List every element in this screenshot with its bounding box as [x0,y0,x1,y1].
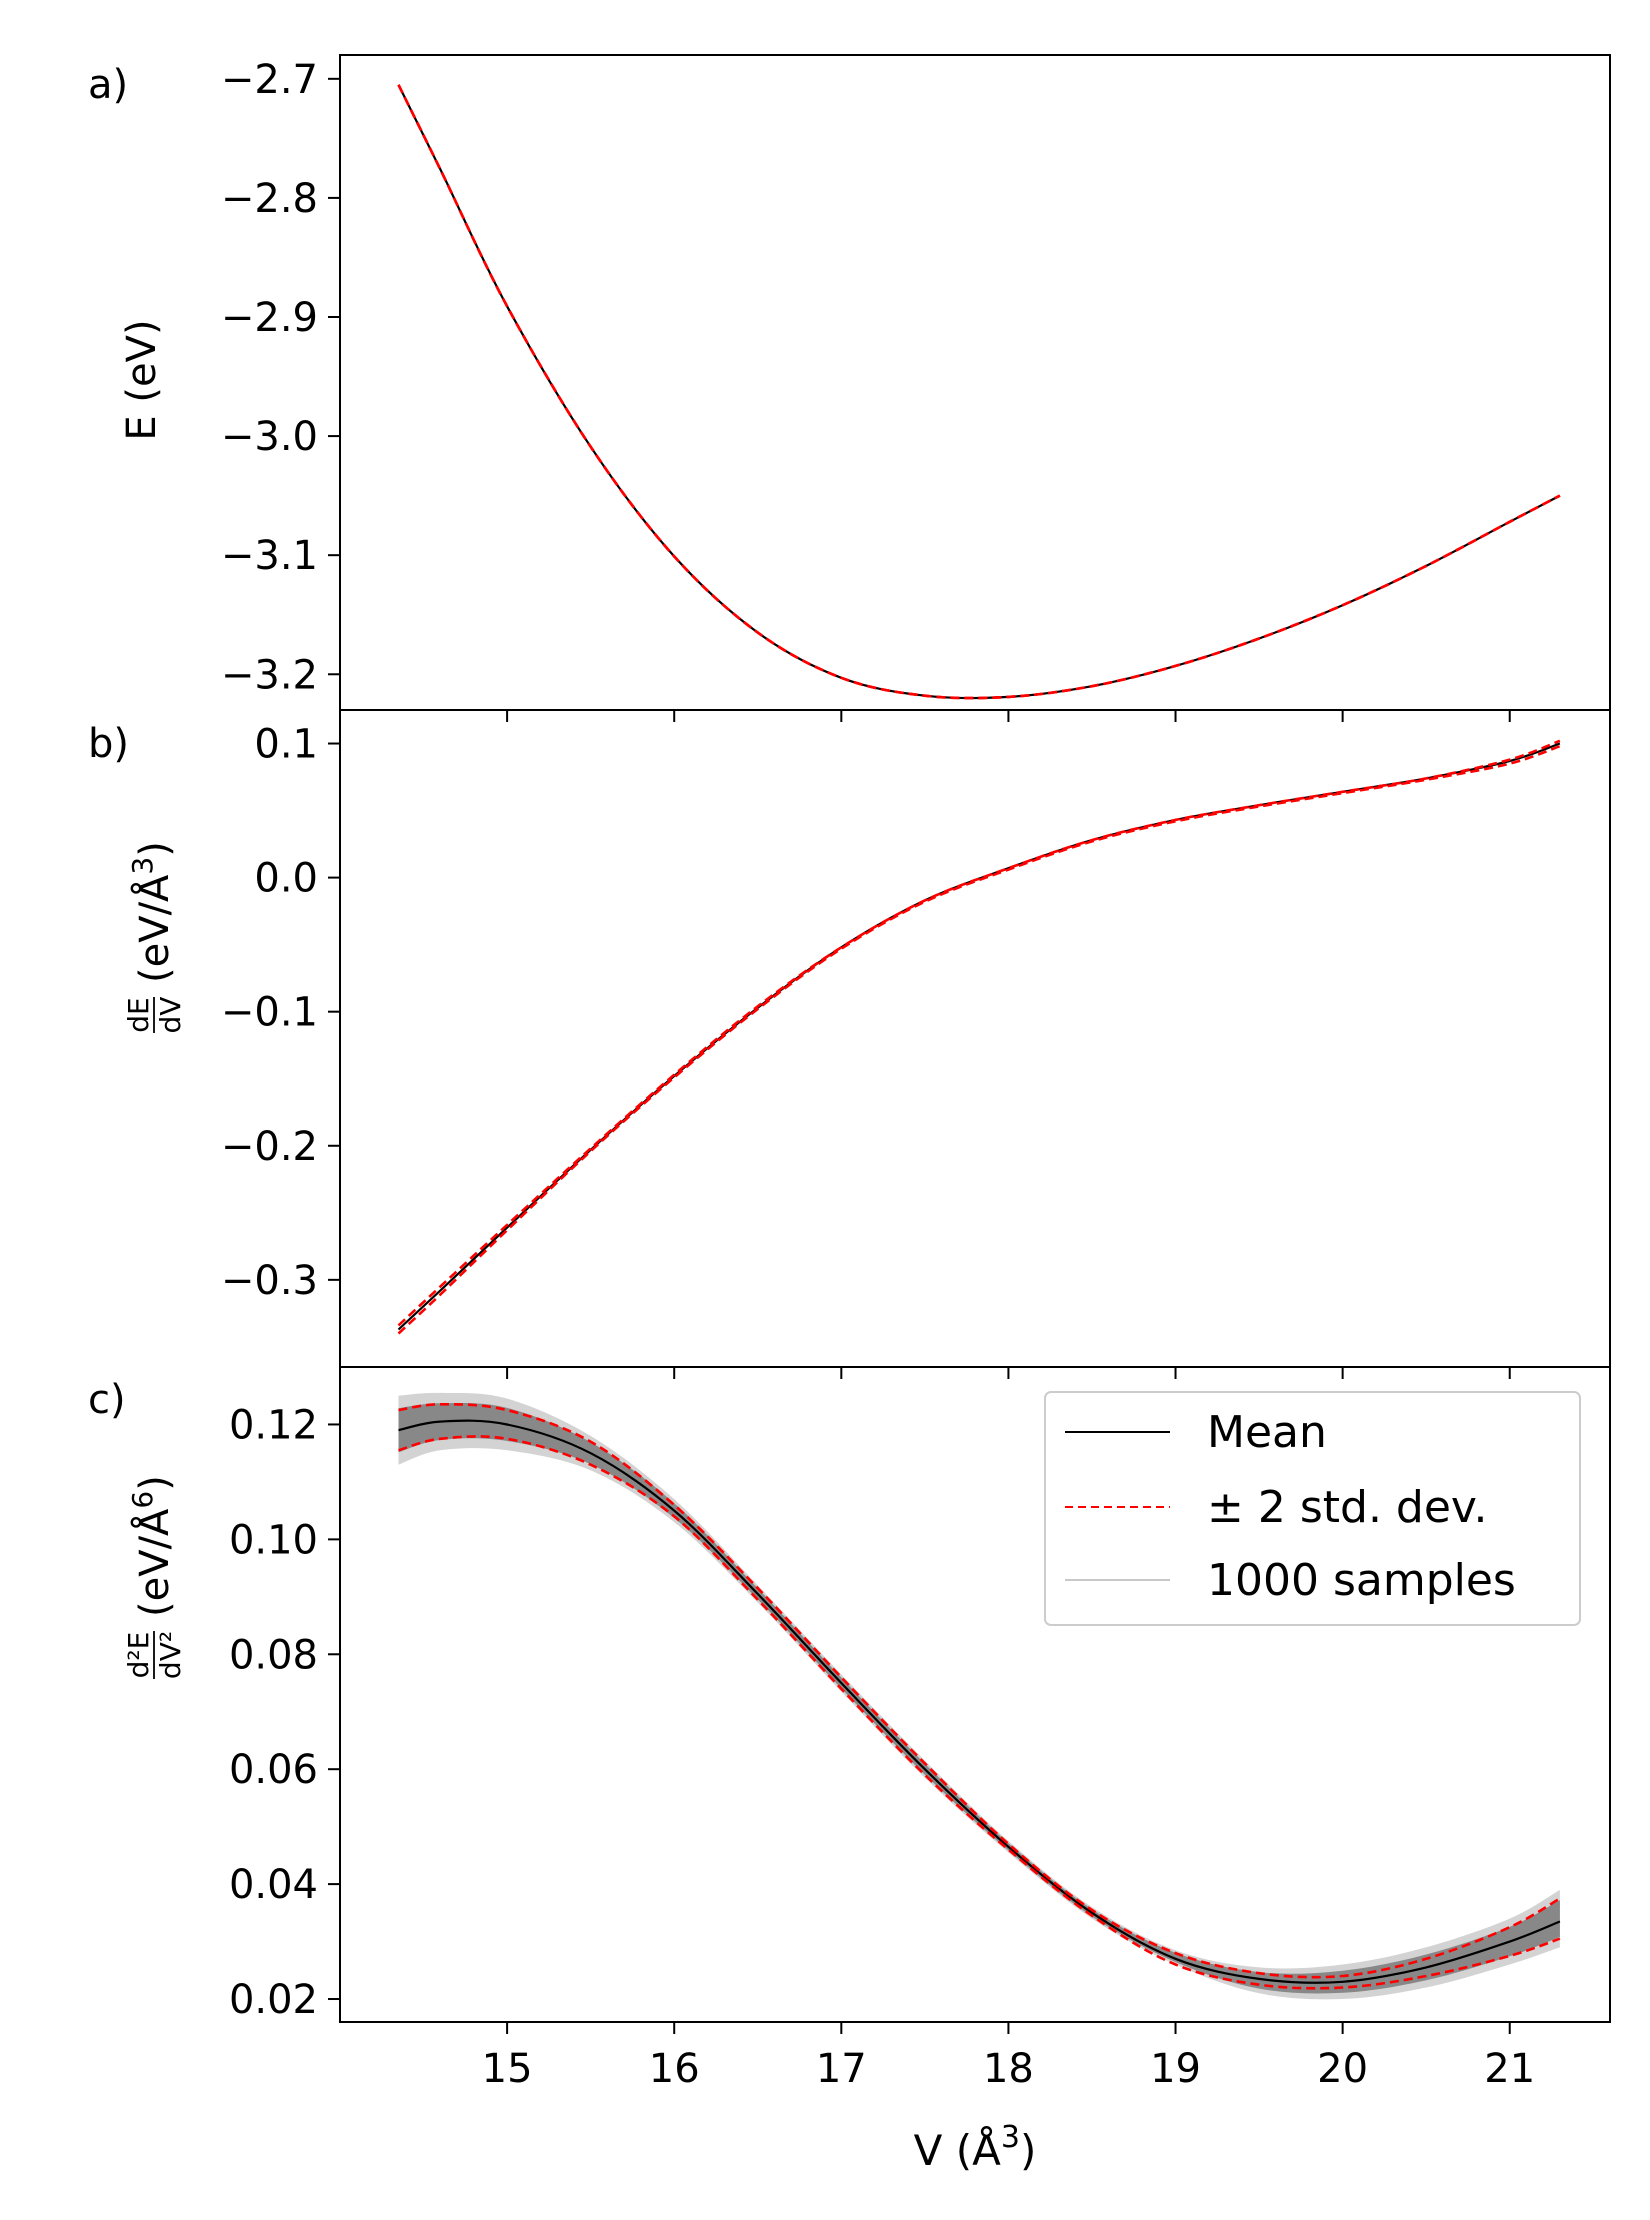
x-tick-label: 21 [1484,2046,1535,2092]
panel-a-energy: a) −2.7 −2.8 −2.9 −3.0 −3.1 −3.2 E (eV) [88,54,1611,722]
panel-b-series-std-dev-1 [397,739,1561,1327]
y-tick-label: −3.0 [221,414,318,460]
x-tick-label: 17 [816,2046,867,2092]
panel-b-y-axis-label: dE dV (eV/Å3) [122,841,187,1033]
panel-c-series-std-dev-1 [398,1402,1561,1979]
panel-c-ylabel-fraction-numerator: d²E [122,1632,155,1679]
panel-c-plot-area [398,1392,1561,2000]
y-tick-label: 0.06 [229,1747,318,1793]
x-tick-label: 19 [1150,2046,1201,2092]
panel-c-y-axis-label: d²E dV² (eV/Å6) [122,1475,187,1679]
panel-c-ylabel-fraction-denominator: dV² [154,1631,187,1679]
panel-b-ylabel-fraction-numerator: dE [122,997,155,1032]
y-tick-label: 0.08 [229,1632,318,1678]
x-tick-label: 18 [983,2046,1034,2092]
panel-b-series-std-dev-2 [397,744,1561,1335]
panel-b-series-mean [397,742,1561,1331]
panel-b-ylabel-fraction-denominator: dV [154,997,187,1034]
legend-box [1044,1391,1581,1626]
legend-mean-label: Mean [1207,1407,1327,1458]
y-tick-label: −0.3 [221,1258,318,1304]
panel-a-series-mean [397,84,1561,700]
x-tick-label: 20 [1317,2046,1368,2092]
panel-b-ylabel-units: (eV/Å3) [126,841,178,983]
panel-a-series-std-dev-1 [397,84,1561,700]
panel-b-first-derivative: b) 0.1 0.0 −0.1 −0.2 −0.3 dE dV (eV/Å3) [88,709,1611,1379]
legend-std-label: ± 2 std. dev. [1207,1482,1488,1533]
panel-c-x-ticks: 15 16 17 18 19 20 21 [482,2022,1535,2092]
y-tick-label: 0.0 [254,856,318,902]
panel-a-label: a) [88,62,128,108]
x-tick-label: 16 [649,2046,700,2092]
x-tick-label: 15 [482,2046,533,2092]
y-tick-label: −3.2 [221,652,318,698]
y-tick-label: 0.04 [229,1862,318,1908]
y-tick-label: 0.02 [229,1977,318,2023]
y-tick-label: 0.1 [254,722,318,768]
y-tick-label: 0.10 [229,1517,318,1563]
panel-b-frame [339,709,1611,1368]
panel-a-x-ticks [506,710,1511,722]
y-tick-label: −0.1 [221,990,318,1036]
panel-a-y-ticks: −2.7 −2.8 −2.9 −3.0 −3.1 −3.2 [221,57,340,698]
x-axis-label: V (Å3) [914,2120,1037,2175]
panel-c-series-std-dev-2 [398,1435,1561,1990]
legend: Mean ± 2 std. dev. 1000 samples [1044,1391,1581,1626]
y-tick-label: −0.2 [221,1124,318,1170]
panel-c-label: c) [88,1377,126,1423]
y-tick-label: −3.1 [221,533,318,579]
panel-c-frame [339,1366,1611,2023]
y-tick-label: −2.7 [221,57,318,103]
panel-b-x-ticks [506,1367,1511,1379]
y-tick-label: −2.9 [221,295,318,341]
panel-a-series-std-dev-2 [397,84,1561,700]
panel-a-y-axis-label: E (eV) [119,319,165,440]
panel-b-y-ticks: 0.1 0.0 −0.1 −0.2 −0.3 [221,722,340,1304]
panel-c-ylabel-units: (eV/Å6) [126,1475,178,1617]
panel-b-plot-area [397,739,1561,1335]
legend-samples-label: 1000 samples [1207,1555,1516,1606]
panel-b-label: b) [88,721,129,767]
panel-c-y-ticks: 0.12 0.10 0.08 0.06 0.04 0.02 [229,1402,340,2023]
panel-c-series-mean [398,1419,1561,1984]
panel-c-second-derivative: c) 0.12 0.10 0.08 0.06 0.04 0.02 15 16 17 18 19 20… [88,1366,1611,2175]
y-tick-label: −2.8 [221,176,318,222]
y-tick-label: 0.12 [229,1402,318,1448]
panel-a-frame [339,54,1611,711]
panel-a-plot-area [397,84,1561,700]
